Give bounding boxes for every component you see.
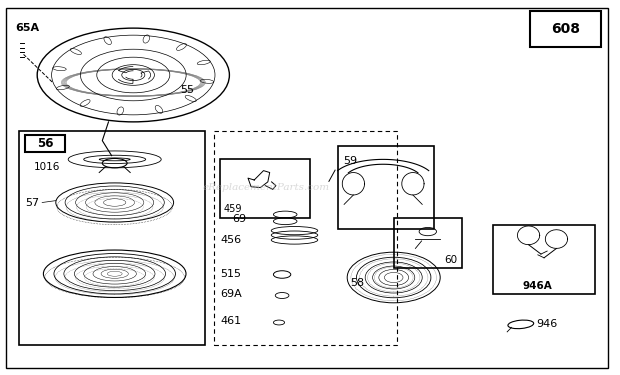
Text: eReplacementParts.com: eReplacementParts.com [203, 183, 330, 192]
Text: 65A: 65A [15, 23, 39, 33]
Text: 1016: 1016 [34, 162, 61, 172]
Bar [19, 131, 205, 345]
Bar [214, 131, 397, 345]
Text: 461: 461 [220, 316, 241, 326]
Bar [338, 146, 434, 229]
Text: 946: 946 [536, 320, 557, 329]
Bar [394, 217, 462, 268]
Text: 946A: 946A [523, 280, 552, 291]
Text: 56: 56 [37, 137, 53, 150]
Text: 55: 55 [180, 85, 194, 95]
Text: 57: 57 [25, 198, 39, 207]
Bar [493, 225, 595, 294]
Text: 59: 59 [343, 156, 357, 166]
Text: 515: 515 [220, 269, 241, 279]
Text: 58: 58 [350, 278, 365, 288]
Text: 69: 69 [232, 214, 247, 224]
Bar [530, 11, 601, 47]
Text: 459: 459 [223, 204, 242, 214]
Text: 60: 60 [444, 255, 457, 265]
Text: 456: 456 [220, 235, 241, 245]
Text: 69A: 69A [220, 290, 242, 299]
Bar [220, 159, 310, 218]
Bar [25, 135, 65, 152]
Text: 608: 608 [551, 22, 580, 36]
